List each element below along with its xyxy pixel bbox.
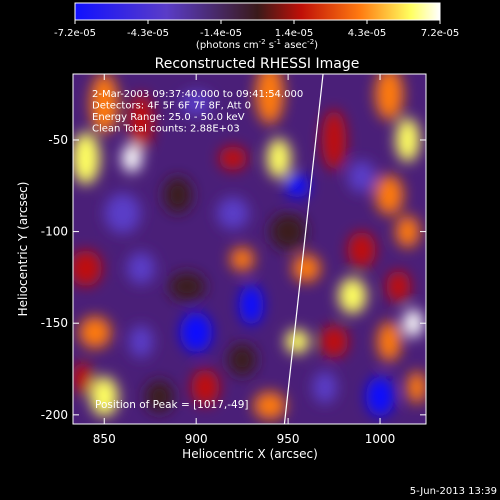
intensity-blob [395,215,420,248]
solar-limb-line [283,74,324,424]
y-tick-label: -50 [48,133,68,147]
heatmap-image [73,74,426,424]
intensity-blob [285,329,310,354]
colorbar-tick-label: 1.4e-05 [275,28,313,39]
x-tick-label: 850 [93,432,116,446]
intensity-blob [90,74,119,134]
plot-frame [72,73,427,425]
annotation-line: Energy Range: 25.0 - 50.0 keV [92,112,245,123]
intensity-blob [386,270,411,303]
intensity-blob [377,321,402,362]
x-tick-label: 900 [185,432,208,446]
colorbar-units: (photons cm-2 s-1 asec-2) [196,38,318,51]
intensity-blob [216,197,249,230]
colorbar-tick-label: -1.4e-05 [200,28,242,39]
intensity-blob [239,284,264,325]
y-tick-label: -200 [41,408,68,422]
intensity-blob [163,176,192,213]
colorbar-tick-label: 4.3e-05 [348,28,386,39]
intensity-blob [168,272,205,301]
intensity-blob [121,144,142,173]
intensity-blob [406,371,426,404]
colorbar-tick-label: -7.2e-05 [54,28,96,39]
intensity-blob [180,91,213,116]
intensity-blob [180,312,213,353]
y-axis-label: Heliocentric Y (arcsec) [16,182,30,317]
intensity-blob [145,380,174,413]
intensity-blob [366,376,395,417]
intensity-blob [395,117,420,162]
intensity-blob [292,254,321,283]
annotation-line: 2-Mar-2003 09:37:40.000 to 09:41:54.000 [92,89,303,100]
intensity-blob [375,74,404,121]
footer-date: 5-Jun-2013 13:39 [410,486,497,497]
intensity-blob [347,231,376,268]
y-tick-label: -100 [41,225,68,239]
intensity-blob [347,160,376,193]
intensity-blob [270,213,307,250]
intensity-blob [312,371,337,404]
x-tick-label: 950 [277,432,300,446]
intensity-blob [218,146,247,171]
colorbar-tick-label: 7.2e-05 [421,28,459,39]
intensity-blob [129,325,154,358]
intensity-blob [322,109,347,170]
colorbar-tick-label: -4.3e-05 [127,28,169,39]
intensity-blob [285,173,310,198]
intensity-blob [320,325,349,358]
intensity-blob [129,93,154,150]
intensity-blob [230,247,255,272]
intensity-blob [338,277,367,314]
intensity-blob [255,74,284,125]
chart-title: Reconstructed RHESSI Image [155,56,360,72]
y-tick-label: -150 [41,316,68,330]
intensity-blob [266,138,291,179]
intensity-blob [375,174,404,215]
intensity-blob [104,193,141,234]
intensity-blob [127,252,156,285]
intensity-blob [90,376,119,417]
axes: 850 900 950 1000 -50 -100 -150 -200 [41,74,426,446]
annotation-line: Clean Total counts: 2.88E+03 [92,124,240,135]
intensity-blob [228,343,257,376]
annotation-line: Detectors: 4F 5F 6F 7F 8F, Att 0 [92,101,251,112]
intensity-blob [191,369,220,406]
intensity-blob [73,250,102,287]
intensity-blob [403,309,424,338]
peak-position-text: Position of Peak = [1017,-49] [95,399,249,411]
intensity-blob [79,316,112,349]
x-tick-label: 1000 [365,432,396,446]
colorbar-ticks: -7.2e-05 -4.3e-05 -1.4e-05 1.4e-05 4.3e-05 7.… [54,20,459,39]
intensity-blob [253,391,286,420]
observation-annotations: 2-Mar-2003 09:37:40.000 to 09:41:54.000D… [92,89,303,135]
x-axis-label: Heliocentric X (arcsec) [182,447,318,461]
intensity-blob [73,132,100,185]
intensity-blob [73,362,93,395]
colorbar [74,2,441,21]
